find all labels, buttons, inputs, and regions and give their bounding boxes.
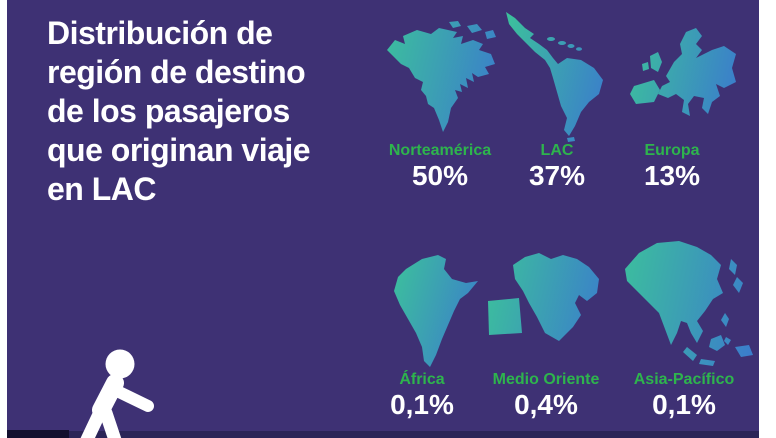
region-value: 13% [643,160,701,191]
title-line: que originan viaje [47,132,311,168]
bottom-bar [7,431,759,438]
asia-pacific-map-icon [625,241,753,366]
region-value: 0,1% [390,389,454,420]
title-line: de los pasajeros [47,93,290,129]
region-label: Medio Oriente [492,371,600,388]
page-title: Distribución de región de destino de los… [47,14,392,209]
region-label: África [399,371,445,388]
infographic-canvas: Distribución de región de destino de los… [7,0,759,438]
region-label: Asia-Pacífico [633,371,735,388]
region-value: 0,1% [652,389,716,420]
africa-map-icon [394,255,478,367]
region-label: LAC [540,142,574,159]
middle-east-map-icon [488,253,599,341]
europe-map-icon [630,28,736,116]
region-value: 50% [411,160,469,191]
north-america-map-icon [387,21,496,132]
region-value: 0,4% [514,389,578,420]
region-value: 37% [528,160,586,191]
title-line: en LAC [47,171,157,207]
region-label: Norteamérica [388,142,492,159]
walking-person-icon [80,349,154,438]
latin-america-map-icon [506,12,603,142]
bottom-bar-dark-segment [7,430,69,438]
title-line: región de destino [47,54,306,90]
title-line: Distribución de [47,15,273,51]
region-label: Europa [644,142,700,159]
